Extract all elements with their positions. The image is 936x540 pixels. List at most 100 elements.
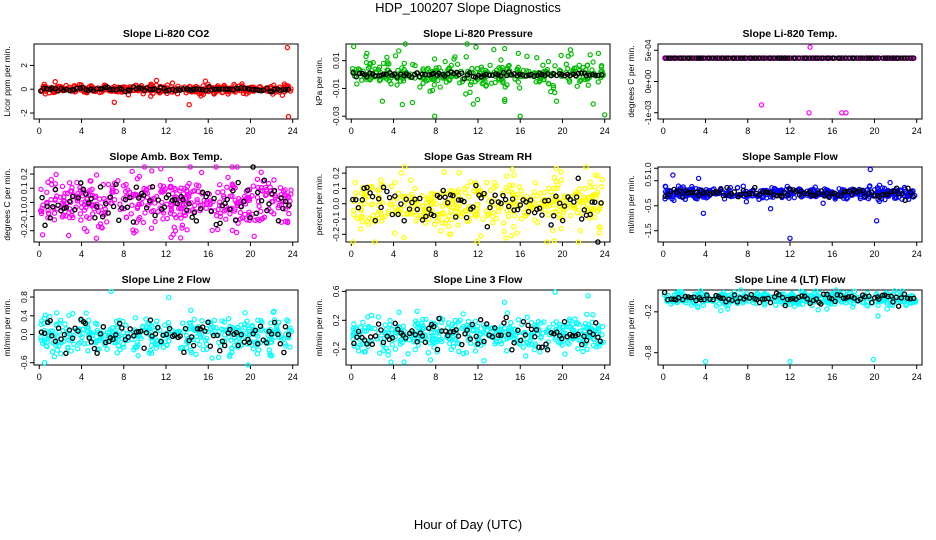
data-point [472, 211, 478, 218]
data-point [895, 303, 902, 309]
data-point [402, 335, 409, 341]
data-point [161, 322, 168, 328]
x-tick-label: 12 [473, 249, 483, 259]
data-point [545, 212, 552, 218]
data-point [512, 212, 518, 219]
data-point [531, 189, 538, 195]
x-tick-label: 20 [557, 249, 567, 259]
data-point [480, 329, 486, 335]
data-point [556, 200, 563, 206]
data-point [448, 208, 454, 214]
data-point [472, 318, 479, 324]
data-point [875, 313, 881, 319]
y-tick-label: 0.8 [19, 291, 29, 303]
data-point [142, 210, 148, 216]
data-point [767, 205, 774, 212]
data-point [171, 224, 177, 230]
data-point [238, 203, 244, 210]
data-point [102, 206, 108, 212]
data-point [392, 333, 398, 340]
x-tick-label: 0 [661, 372, 666, 382]
data-point [824, 306, 830, 312]
data-point [250, 346, 257, 352]
data-point [581, 207, 588, 213]
data-point [464, 183, 470, 190]
x-tick-label: 16 [827, 126, 837, 136]
data-point [786, 191, 793, 198]
data-point [222, 200, 228, 207]
data-point [551, 174, 558, 181]
data-point [396, 309, 402, 315]
data-point [491, 46, 497, 53]
data-point [392, 320, 398, 327]
data-point [503, 235, 509, 241]
data-point [740, 183, 747, 189]
data-point [88, 195, 94, 202]
data-point [382, 213, 388, 219]
data-point [354, 215, 360, 221]
data-point [375, 321, 382, 327]
data-point [522, 332, 529, 338]
data-point [389, 211, 396, 218]
data-point [413, 218, 419, 224]
data-point [52, 78, 58, 85]
data-point [237, 216, 244, 222]
data-point [455, 197, 462, 203]
data-point [51, 216, 58, 223]
data-point [353, 73, 359, 80]
data-point [395, 211, 401, 218]
y-axis-label: ml/min per min. [2, 298, 12, 356]
data-point [387, 322, 393, 328]
data-point [191, 86, 197, 93]
data-point [432, 339, 438, 346]
data-point [262, 192, 269, 199]
data-point [110, 336, 116, 343]
data-point [528, 320, 535, 326]
x-tick-label: 0 [349, 372, 354, 382]
data-point [271, 86, 278, 93]
data-point [51, 332, 58, 339]
y-tick-label: -0.5 [643, 198, 653, 213]
data-point [759, 189, 766, 195]
data-point [388, 202, 394, 208]
data-point [734, 55, 741, 61]
data-point [458, 213, 465, 220]
data-point [243, 91, 250, 97]
data-point [203, 87, 209, 94]
data-point [164, 215, 170, 222]
data-point [504, 208, 510, 214]
data-point [515, 317, 522, 323]
data-point [172, 196, 178, 203]
data-point [879, 292, 886, 298]
data-point [545, 201, 552, 207]
data-point [97, 331, 104, 337]
data-point [55, 202, 61, 208]
data-point [65, 344, 71, 350]
data-point [402, 41, 408, 47]
data-point [263, 339, 270, 346]
data-point [546, 324, 552, 331]
data-point [467, 89, 473, 96]
data-point [409, 74, 415, 80]
data-point [227, 193, 233, 199]
data-point [378, 177, 384, 183]
x-tick-label: 24 [600, 372, 610, 382]
data-point [441, 169, 447, 175]
data-point [138, 328, 144, 334]
data-point [396, 48, 402, 54]
y-tick-label: 5e-04 [643, 39, 653, 61]
data-point [696, 192, 702, 199]
data-point [384, 188, 390, 195]
data-point [146, 83, 153, 90]
data-point [575, 346, 581, 352]
data-point [707, 296, 713, 303]
data-point [389, 341, 395, 348]
data-point [229, 164, 235, 170]
data-point [523, 353, 529, 359]
data-point [380, 71, 387, 77]
data-point [457, 317, 463, 323]
data-point [498, 332, 504, 339]
data-points [38, 288, 295, 368]
data-point [870, 356, 877, 363]
